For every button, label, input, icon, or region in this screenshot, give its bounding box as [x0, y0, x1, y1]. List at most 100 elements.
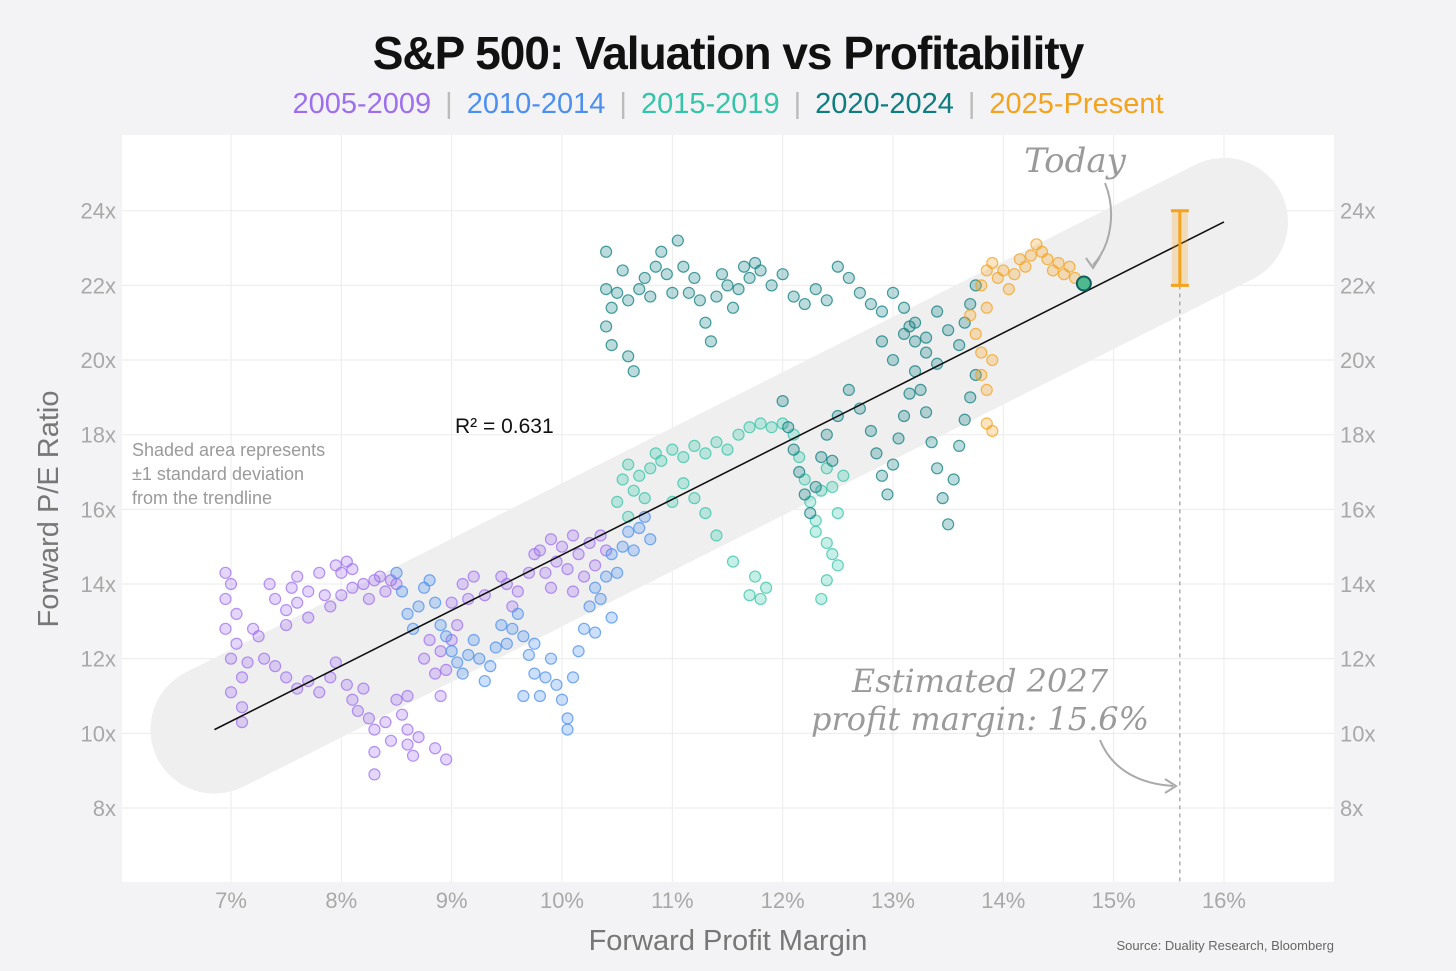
data-point — [440, 753, 453, 766]
data-point — [616, 473, 629, 486]
data-point — [765, 279, 778, 292]
data-point — [964, 297, 977, 311]
y-axis-label: Forward P/E Ratio — [33, 391, 65, 628]
data-point — [467, 570, 480, 583]
data-point — [219, 592, 232, 606]
data-point — [611, 286, 624, 299]
legend-item-2010-2014: 2010-2014 — [466, 88, 606, 120]
source-note: Source: Duality Research, Bloomberg — [1116, 938, 1335, 953]
data-point — [953, 339, 966, 352]
data-point — [1008, 268, 1021, 281]
y-tick-label-right: 24x — [1340, 199, 1375, 224]
x-tick-label: 16% — [1202, 888, 1246, 913]
data-point — [743, 421, 756, 434]
data-point — [285, 581, 298, 594]
data-point — [754, 592, 767, 606]
data-point — [517, 689, 530, 703]
data-point — [467, 633, 480, 647]
data-point — [776, 395, 789, 408]
data-point — [897, 409, 911, 423]
legend-item-2025-present: 2025-Present — [989, 88, 1164, 120]
data-point — [886, 353, 900, 367]
data-point — [864, 424, 878, 438]
x-tick-label: 8% — [325, 888, 357, 913]
data-point — [1041, 253, 1054, 266]
y-tick-label: 22x — [81, 273, 116, 298]
data-point — [412, 730, 425, 744]
legend-separator: | — [967, 88, 976, 120]
data-point — [754, 264, 767, 277]
data-point — [429, 596, 442, 609]
data-point — [969, 327, 982, 341]
data-point — [600, 320, 613, 333]
data-point — [975, 279, 988, 292]
data-point — [544, 533, 558, 546]
data-point — [837, 469, 850, 482]
data-point — [445, 645, 458, 658]
data-point — [539, 671, 552, 684]
legend-separator: | — [445, 88, 453, 120]
data-point — [395, 585, 409, 598]
data-point — [815, 450, 828, 464]
data-point — [429, 742, 442, 755]
data-point — [677, 260, 690, 273]
data-point — [726, 555, 740, 568]
today-arrow-head — [1085, 256, 1101, 270]
data-point — [787, 443, 800, 456]
data-point — [600, 283, 613, 296]
data-point — [224, 686, 238, 699]
data-point — [302, 611, 315, 624]
data-point — [919, 331, 933, 344]
data-point — [980, 301, 993, 314]
band-note-line: ±1 standard deviation — [132, 464, 304, 484]
data-point — [754, 417, 767, 430]
data-point — [555, 540, 569, 553]
data-point — [434, 689, 447, 703]
data-point — [919, 406, 933, 419]
data-point — [594, 592, 607, 606]
data-point — [864, 297, 878, 311]
data-point — [820, 574, 833, 587]
data-point — [947, 473, 960, 486]
data-point — [622, 458, 635, 471]
legend: 2005-2009 | 2010-2014 | 2015-2019 | 2020-2024 |… — [0, 88, 1456, 121]
data-point — [235, 716, 249, 729]
data-point — [373, 570, 387, 583]
data-point — [743, 271, 756, 285]
data-point — [313, 686, 326, 699]
data-point — [886, 458, 900, 471]
data-point — [897, 327, 911, 341]
data-point — [914, 383, 927, 397]
data-point — [572, 645, 585, 658]
data-point — [875, 335, 889, 348]
data-point — [826, 454, 839, 467]
data-point — [346, 562, 359, 576]
today-marker — [1075, 275, 1092, 292]
data-point — [401, 689, 414, 703]
legend-separator: | — [793, 88, 802, 120]
data-point — [842, 383, 855, 397]
data-point — [980, 383, 993, 397]
data-point — [561, 723, 574, 736]
data-point — [627, 365, 640, 378]
data-point — [445, 596, 458, 609]
data-point — [875, 469, 889, 482]
data-point — [495, 618, 508, 632]
data-point — [903, 387, 916, 400]
data-point — [793, 465, 806, 479]
data-point — [925, 436, 938, 449]
data-point — [688, 492, 701, 505]
data-point — [831, 559, 844, 572]
y-tick-label: 12x — [81, 647, 116, 672]
data-point — [644, 533, 657, 546]
data-point — [522, 648, 535, 662]
data-point — [379, 716, 392, 729]
data-point — [958, 413, 971, 426]
data-point — [809, 283, 822, 296]
y-tick-label-right: 20x — [1340, 348, 1375, 373]
data-point — [605, 611, 618, 624]
data-point — [699, 447, 712, 460]
data-point — [401, 723, 414, 736]
data-point — [395, 708, 409, 721]
data-point — [633, 469, 646, 482]
